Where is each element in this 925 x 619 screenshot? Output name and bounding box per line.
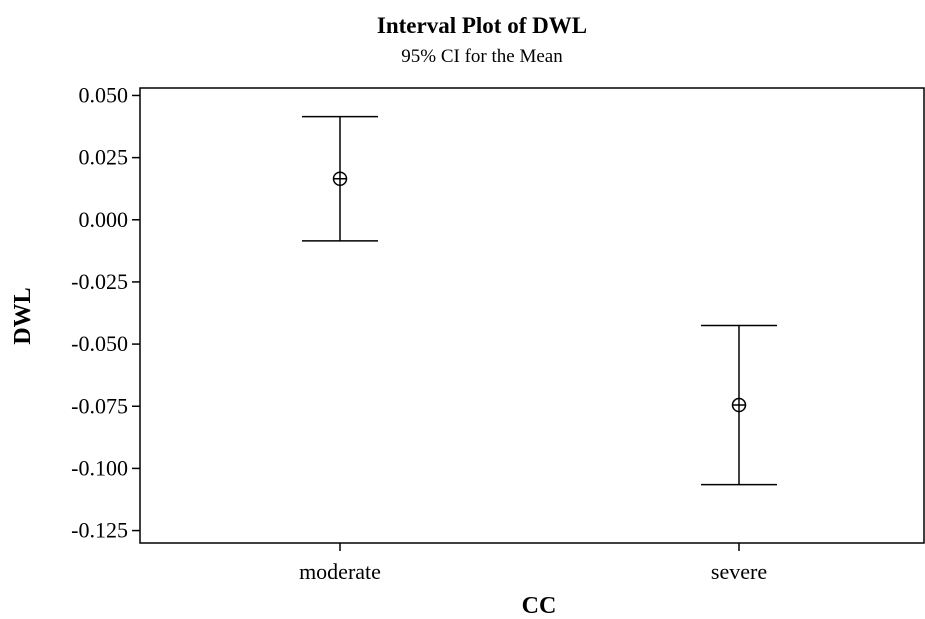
- y-axis-label: DWL: [10, 287, 36, 344]
- y-tick-label: 0.050: [79, 82, 129, 107]
- y-tick-label: -0.025: [71, 269, 128, 294]
- y-tick-label: -0.100: [71, 455, 128, 480]
- y-tick-label: -0.050: [71, 331, 128, 356]
- y-tick-label: 0.025: [79, 145, 129, 170]
- x-tick-label: severe: [711, 559, 767, 584]
- plot-area-frame: [139, 87, 925, 544]
- x-axis: moderate severe: [299, 543, 767, 584]
- y-tick-label: -0.075: [71, 393, 128, 418]
- chart-subtitle: 95% CI for the Mean: [401, 46, 563, 67]
- x-axis-label: CC: [522, 593, 557, 619]
- y-tick-label: -0.125: [71, 518, 128, 543]
- x-tick-label: moderate: [299, 559, 381, 584]
- y-axis: 0.050 0.025 0.000 -0.025 -0.050 -0.075 -0.100 -…: [71, 82, 140, 543]
- chart-title: Interval Plot of DWL: [377, 13, 587, 38]
- interval-marks: [302, 115, 777, 486]
- y-tick-label: 0.000: [79, 207, 129, 232]
